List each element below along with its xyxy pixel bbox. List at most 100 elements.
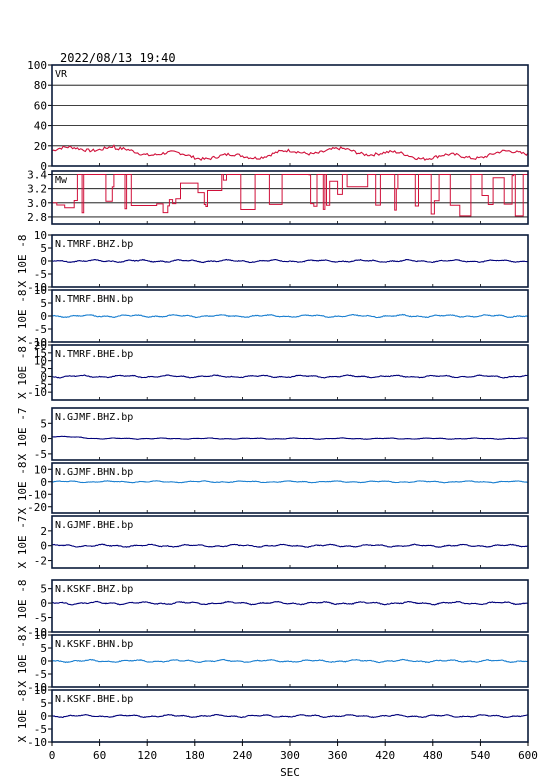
y-axis-label: X 10E -8	[16, 346, 29, 399]
y-tick-label: 100	[27, 59, 47, 72]
y-tick-label: 3.4	[27, 169, 47, 182]
series-line	[51, 713, 529, 719]
panel-name: N.GJMF.BHE.bp	[55, 520, 133, 531]
y-tick-label: 5	[40, 297, 47, 310]
panel-frame	[51, 170, 529, 225]
y-tick-label: 3.0	[27, 197, 47, 210]
y-tick-label: 5	[40, 642, 47, 655]
y-tick-label: 0	[40, 476, 47, 489]
y-tick-label: -2	[34, 555, 47, 568]
y-tick-label: 10	[34, 355, 47, 368]
y-tick-label: 10	[34, 684, 47, 697]
panel-frame	[51, 344, 529, 401]
y-tick-label: -10	[27, 386, 47, 399]
y-tick-label: -10	[27, 626, 47, 639]
x-tick-label: 240	[232, 749, 252, 762]
y-tick-label: -10	[27, 488, 47, 501]
y-tick-label: 5	[40, 417, 47, 430]
y-tick-label: -5	[34, 668, 47, 681]
y-tick-label: 20	[34, 339, 47, 352]
y-axis-label: X 10E -8	[16, 235, 29, 288]
y-tick-label: 0	[40, 710, 47, 723]
y-axis-label: X 10E -8	[16, 635, 29, 688]
panel-name: N.GJMF.BHN.bp	[55, 467, 133, 478]
y-tick-label: 0	[40, 540, 47, 553]
y-tick-label: 5	[40, 583, 47, 596]
y-axis-label: X 10E -8	[16, 690, 29, 743]
series-line	[51, 258, 529, 264]
y-tick-label: 2	[40, 525, 47, 538]
y-tick-label: -5	[34, 323, 47, 336]
panel-name: N.GJMF.BHZ.bp	[55, 412, 133, 423]
series-line	[51, 480, 529, 484]
y-axis-label: X 10E -8	[16, 462, 29, 515]
y-tick-label: 0	[40, 370, 47, 383]
y-tick-label: 10	[34, 284, 47, 297]
x-tick-label: 0	[49, 749, 56, 762]
panel-name: N.KSKF.BHZ.bp	[55, 584, 133, 595]
y-tick-label: 20	[34, 140, 47, 153]
y-tick-label: 5	[40, 363, 47, 376]
series-line	[51, 600, 529, 606]
y-tick-label: 10	[34, 629, 47, 642]
panel-frame	[51, 462, 529, 514]
y-tick-label: -5	[34, 378, 47, 391]
y-tick-label: -20	[27, 501, 47, 514]
y-tick-label: -5	[34, 268, 47, 281]
y-tick-label: 80	[34, 79, 47, 92]
y-tick-label: 2.8	[27, 211, 47, 224]
panel-name: N.KSKF.BHN.bp	[55, 639, 133, 650]
y-tick-label: 5	[40, 242, 47, 255]
y-tick-label: 40	[34, 120, 47, 133]
panel-frame	[51, 515, 529, 569]
y-axis-label: X 10E -8	[16, 580, 29, 633]
panel-name: N.TMRF.BHE.bp	[55, 349, 133, 360]
y-tick-label: -5	[34, 723, 47, 736]
y-tick-label: 5	[40, 697, 47, 710]
datetime-title: 2022/08/13 19:40	[60, 51, 176, 65]
series-line	[52, 174, 528, 217]
y-tick-label: -10	[27, 736, 47, 749]
y-tick-label: 0	[40, 255, 47, 268]
panel-vr: 0 20 40 60 80 100 VR	[27, 59, 529, 173]
panel-frame	[51, 407, 529, 461]
panel-frame	[51, 289, 529, 343]
panel-name: N.TMRF.BHZ.bp	[55, 239, 133, 250]
y-tick-label: 0	[40, 310, 47, 323]
y-axis-label: X 10E -7	[16, 516, 29, 569]
panel-n-gjmf-bhe-bp: -2 0 2 X 10E -7 N.GJMF.BHE.bp	[16, 515, 529, 569]
x-tick-label: 360	[328, 749, 348, 762]
x-axis: 0 60 120 180 240 300 360 420 480 540 600	[49, 742, 538, 762]
x-tick-label: 600	[518, 749, 538, 762]
panel-name: N.TMRF.BHN.bp	[55, 294, 133, 305]
y-tick-label: 0	[40, 433, 47, 446]
y-tick-label: 10	[34, 229, 47, 242]
y-tick-label: 60	[34, 99, 47, 112]
x-tick-label: 120	[137, 749, 157, 762]
y-tick-label: 10	[34, 463, 47, 476]
panel-n-gjmf-bhz-bp: -5 0 5 X 10E -7 N.GJMF.BHZ.bp	[16, 407, 529, 461]
panel-mw: 2.83.03.23.4 Mw	[27, 169, 529, 225]
series-line	[51, 435, 529, 440]
panel-name: Mw	[55, 175, 68, 186]
x-tick-label: 420	[375, 749, 395, 762]
y-tick-label: 0	[40, 655, 47, 668]
panel-frame	[51, 579, 529, 633]
panel-name: VR	[55, 69, 68, 80]
y-axis-label: X 10E -7	[16, 408, 29, 461]
y-tick-label: -10	[27, 281, 47, 294]
x-tick-label: 180	[185, 749, 205, 762]
y-tick-label: 0	[40, 597, 47, 610]
y-tick-label: -5	[34, 612, 47, 625]
panel-frame	[51, 634, 529, 688]
series-line	[51, 374, 529, 379]
y-tick-label: 15	[34, 347, 47, 360]
y-tick-label: -10	[27, 681, 47, 694]
